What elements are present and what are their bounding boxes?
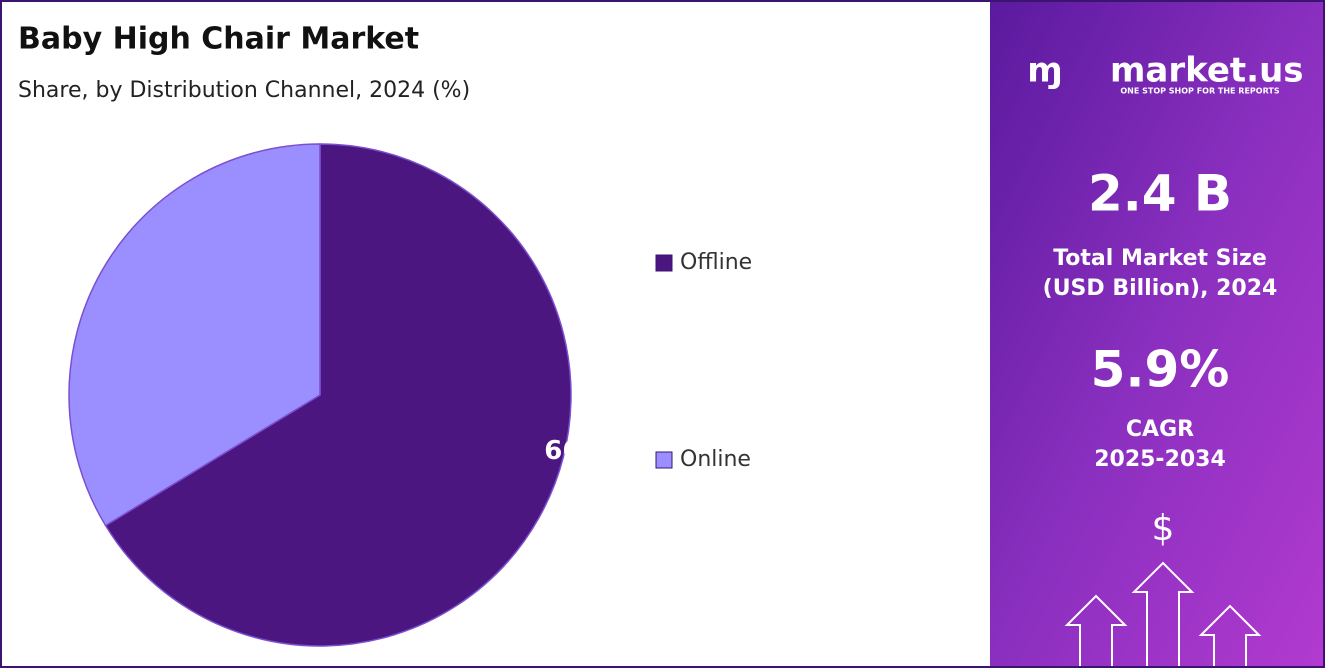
legend-label: Online — [680, 447, 751, 472]
legend-label: Offline — [680, 250, 752, 275]
pie-slice — [104, 143, 572, 647]
chart-title: Baby High Chair Market — [18, 22, 419, 57]
logo-icon: ɱ — [1027, 51, 1062, 91]
side-panel — [990, 2, 1323, 666]
market-size: 2.4 B — [1088, 165, 1232, 223]
market-size-label: (USD Billion), 2024 — [1043, 276, 1278, 301]
legend-swatch — [655, 254, 673, 272]
arrows-icon — [1064, 561, 1262, 666]
pie-slice — [68, 143, 321, 527]
tagline: ONE STOP SHOP FOR THE REPORTS — [1120, 87, 1279, 96]
cagr: 5.9% — [1091, 341, 1230, 399]
brand: market.us — [1110, 51, 1304, 91]
chart-subtitle: Share, by Distribution Channel, 2024 (%) — [18, 78, 470, 103]
pie: 66.3% — [68, 143, 635, 647]
cagr-label: 2025-2034 — [1094, 447, 1226, 472]
value-label: 66.3% — [544, 436, 634, 466]
currency-icon: $ — [1152, 508, 1175, 549]
legend-swatch — [655, 451, 673, 469]
legend: Offline Online — [655, 250, 752, 472]
cagr-label: CAGR — [1126, 417, 1194, 442]
market-size-label: Total Market Size — [1053, 246, 1267, 271]
